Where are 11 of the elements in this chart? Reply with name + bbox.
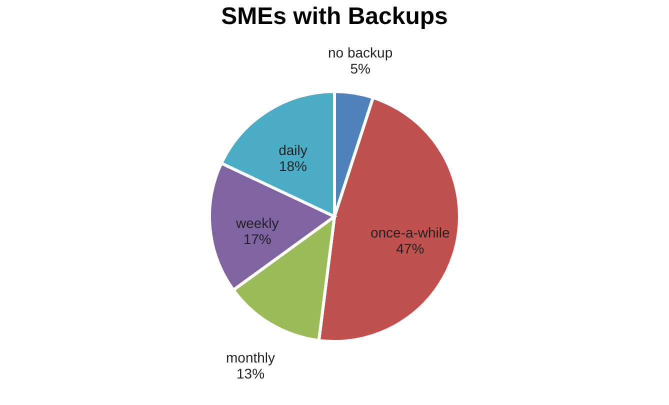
slice-label: no backup (328, 44, 393, 61)
data-label: 13% (236, 366, 265, 382)
data-label: 47% (396, 240, 424, 256)
slice-label: once-a-while (370, 224, 450, 240)
data-label: 18% (278, 158, 307, 174)
data-label: 5% (350, 60, 370, 77)
slice-label: daily (278, 142, 308, 158)
chart-title: SMEs with Backups (221, 3, 448, 30)
data-label: 17% (243, 230, 272, 247)
slice-label: monthly (226, 350, 276, 366)
slice-label: weekly (234, 214, 279, 231)
